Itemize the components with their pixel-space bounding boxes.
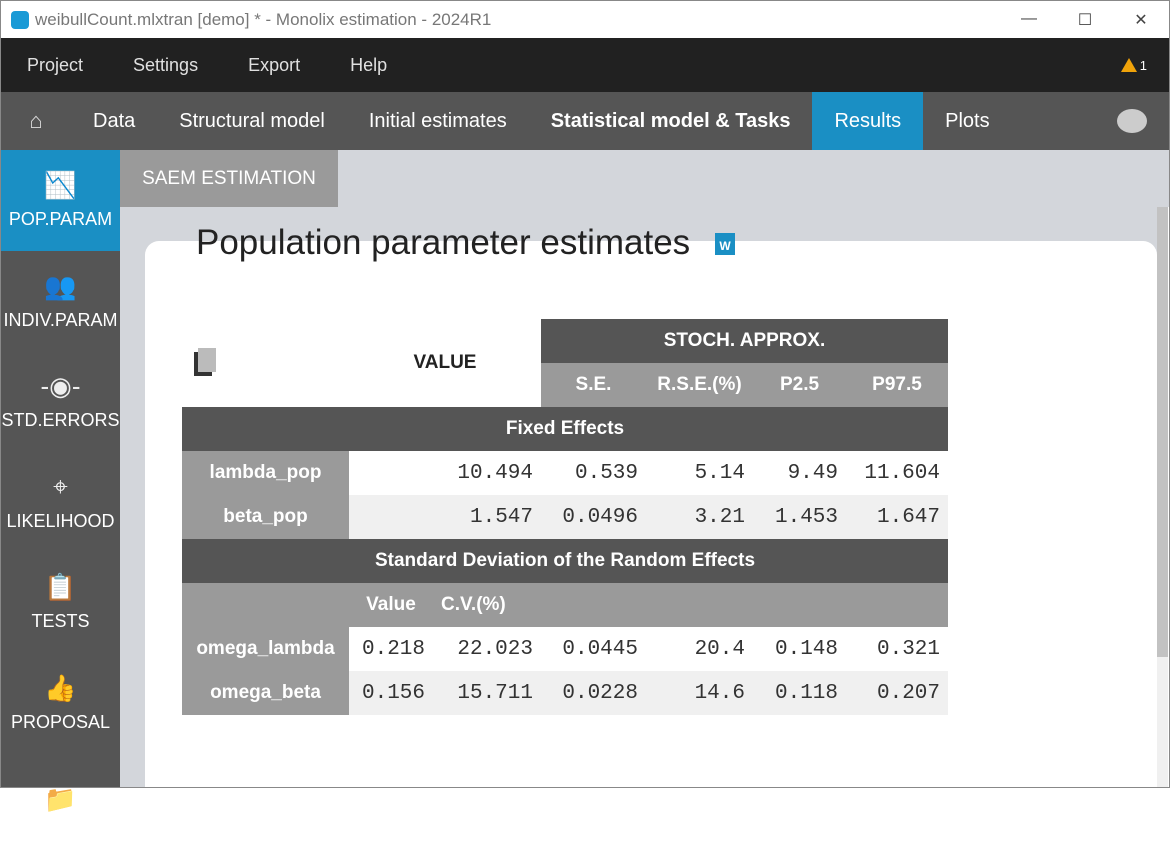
sidebar-item-folder[interactable]: 📁 [1, 753, 120, 854]
menu-bar: Project Settings Export Help 1 [1, 38, 1169, 92]
p97-cell: 0.321 [876, 637, 940, 661]
page-title: Population parameter estimates [196, 223, 691, 262]
param-name: lambda_pop [182, 451, 349, 495]
stoch-approx-header: STOCH. APPROX. [541, 319, 948, 363]
subcol-cv: C.V.(%) [433, 583, 541, 627]
param-name: omega_lambda [182, 627, 349, 671]
p2-cell: 9.49 [787, 461, 838, 485]
maximize-button[interactable]: ☐ [1077, 11, 1093, 29]
menu-help[interactable]: Help [350, 54, 388, 75]
sidebar-label: STD.ERRORS [1, 410, 120, 431]
value-cell: 0.218 [361, 637, 425, 661]
sidebar-item-likelihood[interactable]: ⌖ LIKELIHOOD [1, 452, 120, 553]
blank-cell [541, 583, 948, 627]
sidebar-label: LIKELIHOOD [6, 511, 115, 532]
word-export-icon[interactable]: W [715, 233, 735, 255]
p97-cell: 1.647 [846, 495, 948, 539]
se-cell: 0.539 [574, 461, 638, 485]
rse-cell: 14.6 [646, 671, 753, 715]
p2-cell: 1.453 [753, 495, 846, 539]
clipboard-icon: 📋 [44, 572, 77, 603]
sidebar-item-indiv-param[interactable]: 👥 INDIV.PARAM [1, 251, 120, 352]
table-row: lambda_pop 10.494 0.539 5.14 9.49 11.604 [182, 451, 948, 495]
users-icon: 👥 [44, 270, 77, 301]
p97-cell: 11.604 [864, 461, 940, 485]
chat-icon[interactable] [1117, 109, 1147, 133]
target-icon: ⌖ [53, 471, 68, 502]
sidebar-label: POP.PARAM [8, 209, 113, 230]
nav-bar: ⌂ Data Structural model Initial estimate… [1, 92, 1169, 150]
table-row: beta_pop 1.547 0.0496 3.21 1.453 1.647 [182, 495, 948, 539]
rse-cell: 3.21 [646, 495, 753, 539]
title-bar: weibullCount.mlxtran [demo] * - Monolix … [1, 1, 1169, 38]
warning-icon [1120, 58, 1137, 72]
copy-icon[interactable] [198, 348, 216, 372]
window-title: weibullCount.mlxtran [demo] * - Monolix … [35, 9, 492, 29]
warning-count: 1 [1139, 57, 1147, 73]
sidebar-item-std-errors[interactable]: -◉- STD.ERRORS [1, 351, 120, 452]
se-cell: 0.0496 [541, 495, 646, 539]
thumbs-up-icon: 👍 [44, 672, 77, 703]
p2-cell: 0.118 [753, 671, 846, 715]
cv-cell: 15.711 [433, 671, 541, 715]
sub-tab-bar: SAEM ESTIMATION [120, 150, 1169, 207]
tab-results[interactable]: Results [812, 92, 924, 150]
sidebar-item-proposal[interactable]: 👍 PROPOSAL [1, 653, 120, 754]
tab-structural-model[interactable]: Structural model [179, 110, 325, 132]
tab-saem-estimation[interactable]: SAEM ESTIMATION [120, 150, 338, 207]
sidebar-label: PROPOSAL [10, 711, 111, 732]
se-cell: 0.0445 [562, 637, 638, 661]
monolix-logo-icon [11, 10, 29, 29]
param-name: beta_pop [182, 495, 349, 539]
folder-icon: 📁 [44, 783, 77, 814]
tab-data[interactable]: Data [93, 110, 136, 132]
errorbar-icon: -◉- [40, 371, 81, 402]
value-cell: 1.547 [349, 495, 541, 539]
sidebar-item-tests[interactable]: 📋 TESTS [1, 552, 120, 653]
sidebar-label: INDIV.PARAM [3, 309, 118, 330]
sidebar-item-pop-param[interactable]: 📉 POP.PARAM [1, 150, 120, 251]
scrollbar[interactable] [1157, 207, 1168, 787]
table-row: omega_lambda 0.218 22.023 0.0445 20.4 0.… [182, 627, 948, 671]
rse-cell: 5.14 [694, 461, 745, 485]
se-cell: 0.0228 [541, 671, 646, 715]
value-header: VALUE [413, 352, 477, 373]
tab-initial-estimates[interactable]: Initial estimates [368, 110, 507, 132]
value-cell: 10.494 [457, 461, 533, 485]
close-button[interactable]: ✕ [1134, 11, 1148, 29]
col-header-rse: R.S.E.(%) [646, 363, 753, 407]
chart-icon: 📉 [44, 170, 77, 201]
blank-cell [182, 583, 349, 627]
value-cell: 0.156 [349, 671, 433, 715]
table-row: omega_beta 0.156 15.711 0.0228 14.6 0.11… [182, 671, 948, 715]
cv-cell: 22.023 [457, 637, 533, 661]
scrollbar-thumb[interactable] [1157, 207, 1168, 657]
col-header-p97-5: P97.5 [846, 363, 948, 407]
menu-project[interactable]: Project [27, 54, 84, 75]
warning-button[interactable]: 1 [1120, 57, 1147, 73]
p97-cell: 0.207 [846, 671, 948, 715]
tab-plots[interactable]: Plots [945, 110, 990, 132]
menu-export[interactable]: Export [248, 54, 301, 75]
random-effects-header: Standard Deviation of the Random Effects [182, 539, 948, 583]
tab-statistical-model[interactable]: Statistical model & Tasks [550, 110, 791, 132]
rse-cell: 20.4 [694, 637, 745, 661]
param-name: omega_beta [182, 671, 349, 715]
subcol-value: Value [349, 583, 433, 627]
col-header-p2-5: P2.5 [753, 363, 846, 407]
p2-cell: 0.148 [774, 637, 838, 661]
sidebar: 📉 POP.PARAM 👥 INDIV.PARAM -◉- STD.ERRORS ⌖ L… [1, 150, 120, 814]
menu-settings[interactable]: Settings [133, 54, 199, 75]
estimates-table: VALUE STOCH. APPROX. S.E. R.S.E.(%) P2.5… [182, 319, 948, 715]
col-header-se: S.E. [541, 363, 646, 407]
fixed-effects-header: Fixed Effects [182, 407, 948, 451]
sidebar-label: TESTS [31, 611, 90, 632]
home-icon[interactable]: ⌂ [29, 108, 43, 133]
minimize-button[interactable]: — [1021, 9, 1037, 27]
